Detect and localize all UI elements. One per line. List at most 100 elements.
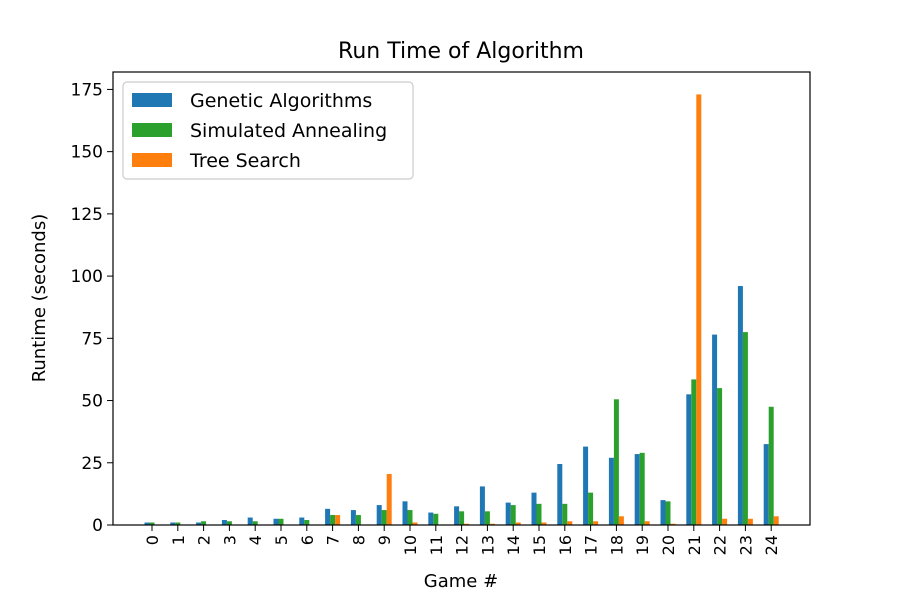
- bar-genetic-algorithms-5: [273, 518, 279, 525]
- bar-simulated-annealing-15: [536, 503, 542, 525]
- bar-genetic-algorithms-14: [505, 502, 511, 525]
- x-tick-label: 13: [478, 535, 497, 555]
- bar-tree-search-17: [593, 521, 599, 525]
- bar-genetic-algorithms-10: [402, 501, 408, 525]
- bar-simulated-annealing-24: [768, 406, 774, 525]
- x-axis: 0 1 2 3 4 5 6 7 8 9 10 11 12 13 14 15 16 17 18 19 20 21 22 23 24: [143, 525, 781, 555]
- bar-simulated-annealing-13: [484, 511, 490, 525]
- bar-tree-search-10: [412, 522, 418, 525]
- bar-simulated-annealing-8: [355, 515, 361, 525]
- bar-simulated-annealing-10: [407, 510, 413, 525]
- bar-tree-search-20: [670, 523, 676, 525]
- y-tick-label: 50: [81, 392, 103, 412]
- bar-tree-search-21: [696, 94, 702, 526]
- x-tick-label: 15: [530, 535, 549, 555]
- bar-tree-search-24: [773, 516, 779, 525]
- bar-tree-search-14: [515, 522, 521, 525]
- bar-tree-search-22: [722, 518, 728, 525]
- x-tick-label: 19: [633, 535, 652, 555]
- bar-simulated-annealing-5: [278, 518, 284, 525]
- legend-label: Genetic Algorithms: [190, 90, 372, 112]
- bar-genetic-algorithms-15: [531, 492, 537, 525]
- legend-swatch: [132, 153, 172, 167]
- legend-box: [122, 81, 414, 180]
- bar-genetic-algorithms-3: [221, 520, 227, 525]
- bar-genetic-algorithms-18: [608, 457, 614, 525]
- y-tick-label: 0: [92, 516, 103, 536]
- legend-swatch: [132, 123, 172, 137]
- bar-simulated-annealing-14: [510, 505, 516, 525]
- bar-genetic-algorithms-0: [144, 522, 150, 525]
- bar-simulated-annealing-6: [304, 520, 310, 525]
- bar-simulated-annealing-23: [742, 332, 748, 525]
- bar-tree-search-18: [618, 516, 624, 525]
- x-axis-label: Game #: [424, 571, 498, 592]
- y-tick-label: 150: [71, 143, 103, 163]
- x-tick-label: 24: [762, 535, 781, 555]
- bar-simulated-annealing-22: [717, 388, 723, 525]
- bar-simulated-annealing-11: [433, 513, 439, 525]
- x-tick-label: 16: [556, 535, 575, 555]
- bar-simulated-annealing-20: [665, 501, 671, 525]
- x-tick-label: 12: [453, 535, 472, 555]
- bar-genetic-algorithms-7: [325, 508, 331, 525]
- x-tick-label: 20: [659, 535, 678, 555]
- bar-tree-search-15: [541, 522, 547, 525]
- x-tick-label: 9: [375, 535, 394, 545]
- bar-genetic-algorithms-11: [428, 512, 434, 525]
- bar-simulated-annealing-12: [459, 511, 465, 525]
- bar-genetic-algorithms-20: [660, 500, 666, 525]
- bar-genetic-algorithms-1: [170, 522, 176, 525]
- bar-tree-search-16: [567, 521, 573, 525]
- bar-simulated-annealing-1: [175, 522, 181, 525]
- x-tick-label: 14: [504, 535, 523, 555]
- y-tick-label: 75: [81, 329, 103, 349]
- legend-label: Simulated Annealing: [190, 120, 387, 142]
- bar-simulated-annealing-0: [149, 522, 155, 525]
- legend-swatch: [132, 93, 172, 107]
- bar-tree-search-7: [335, 515, 341, 525]
- x-tick-label: 6: [298, 535, 317, 545]
- y-tick-label: 100: [71, 267, 103, 287]
- bar-tree-search-19: [644, 521, 650, 525]
- x-tick-label: 3: [220, 535, 239, 545]
- bar-genetic-algorithms-13: [479, 486, 485, 525]
- bar-simulated-annealing-2: [201, 521, 207, 525]
- legend-label: Tree Search: [189, 150, 301, 172]
- bar-genetic-algorithms-21: [686, 394, 692, 525]
- bar-simulated-annealing-18: [613, 399, 619, 525]
- x-tick-label: 2: [195, 535, 214, 545]
- bar-genetic-algorithms-23: [737, 286, 743, 525]
- bar-tree-search-12: [464, 523, 470, 525]
- x-tick-label: 4: [246, 535, 265, 545]
- bar-genetic-algorithms-17: [583, 446, 589, 525]
- bar-tree-search-23: [747, 518, 753, 525]
- bar-genetic-algorithms-19: [634, 454, 640, 525]
- bar-simulated-annealing-9: [381, 510, 387, 525]
- bar-genetic-algorithms-24: [763, 444, 769, 525]
- bar-genetic-algorithms-12: [454, 506, 460, 525]
- chart-title: Run Time of Algorithm: [338, 39, 584, 64]
- bar-simulated-annealing-21: [691, 379, 697, 525]
- y-tick-label: 175: [71, 80, 103, 100]
- bar-simulated-annealing-4: [252, 521, 258, 525]
- y-tick-label: 125: [71, 205, 103, 225]
- bar-tree-search-13: [489, 523, 495, 525]
- x-tick-label: 21: [685, 535, 704, 555]
- bar-simulated-annealing-3: [226, 521, 232, 525]
- bar-simulated-annealing-17: [588, 492, 594, 525]
- x-tick-label: 22: [711, 535, 730, 555]
- bar-genetic-algorithms-2: [196, 522, 202, 525]
- x-tick-label: 0: [143, 535, 162, 545]
- bar-genetic-algorithms-8: [350, 510, 356, 525]
- y-tick-label: 25: [81, 454, 103, 474]
- x-tick-label: 23: [736, 535, 755, 555]
- y-axis-label: Runtime (seconds): [29, 214, 50, 383]
- bars-group: [144, 94, 779, 526]
- bar-simulated-annealing-7: [330, 515, 336, 525]
- x-tick-label: 17: [582, 535, 601, 555]
- bar-tree-search-9: [386, 473, 392, 525]
- x-tick-label: 18: [607, 535, 626, 555]
- bar-genetic-algorithms-16: [557, 464, 563, 525]
